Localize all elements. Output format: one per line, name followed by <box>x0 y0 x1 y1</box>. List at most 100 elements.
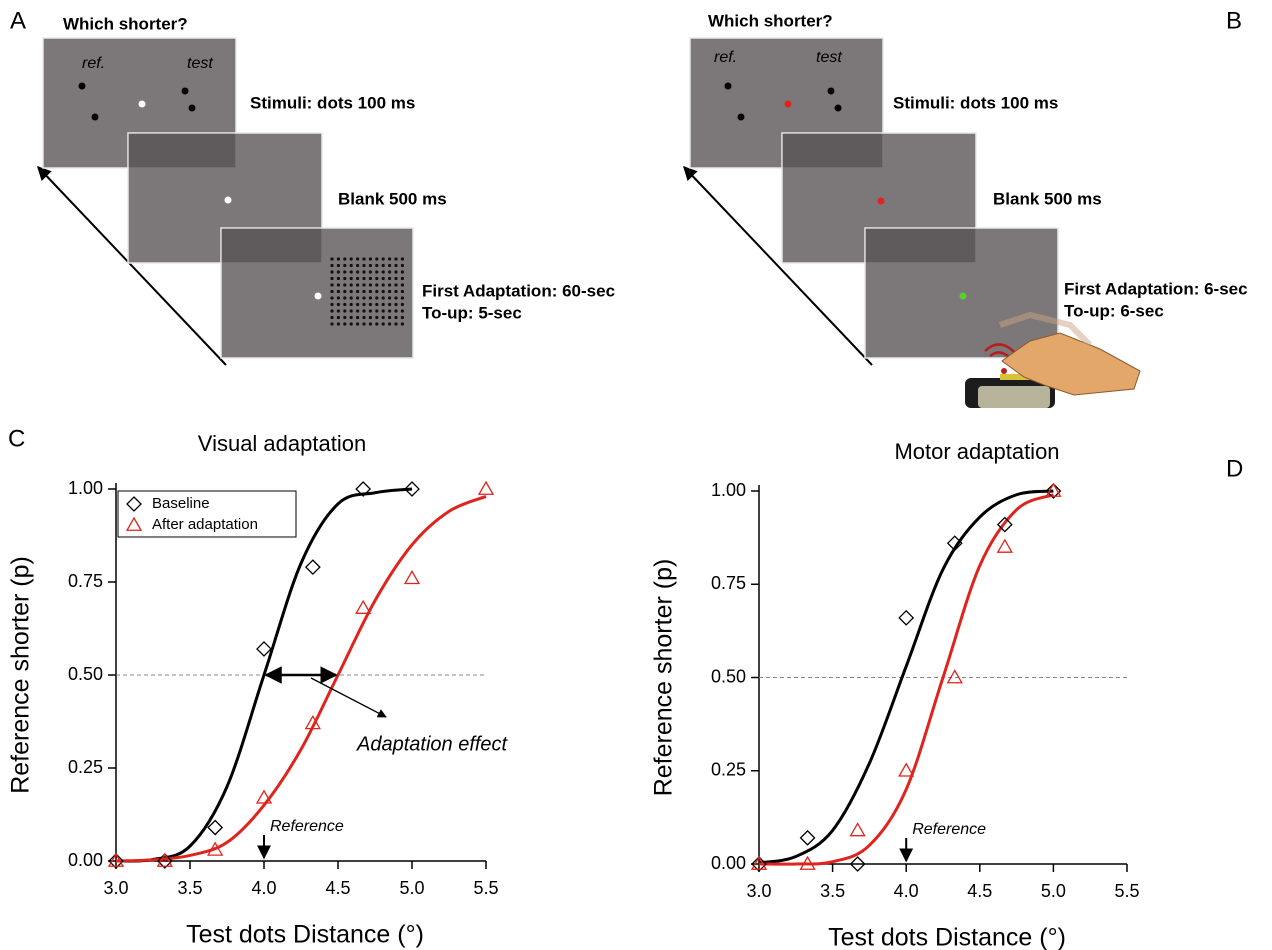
reference-label: Reference <box>912 821 986 838</box>
adaptor-dot <box>388 263 392 268</box>
adaptor-dot <box>375 296 379 300</box>
adaptor-dot <box>388 296 392 300</box>
adaptor-dot <box>336 309 340 313</box>
diamond-marker <box>751 856 767 872</box>
adaptor-dot <box>394 270 398 274</box>
legend-label: After adaptation <box>152 516 258 533</box>
adaptor-dot <box>349 257 353 261</box>
adaptor-dot <box>349 309 353 313</box>
adaptor-dot <box>368 322 372 326</box>
adaptor-dot <box>375 263 379 268</box>
question: Which shorter? <box>63 14 188 33</box>
y-tick-label: 0.50 <box>711 666 746 686</box>
dot <box>834 104 842 112</box>
y-tick-label: 0.00 <box>68 850 103 870</box>
adaptor-dot <box>394 315 398 320</box>
adaptor-dot <box>381 315 385 320</box>
adaptor-dot <box>381 257 385 261</box>
adaptor-dot <box>375 276 379 281</box>
adaptor-dot <box>330 296 334 300</box>
adaptor-dot <box>368 315 372 320</box>
adaptor-dot <box>394 322 398 326</box>
adaptor-dot <box>375 257 379 261</box>
adaptor-dot <box>394 296 398 300</box>
adaptor-dot <box>343 309 347 313</box>
adaptor-dot <box>400 276 404 281</box>
adaptor-dot <box>362 302 366 307</box>
adaptor-dot <box>356 302 360 307</box>
adaptor-dot <box>388 302 392 307</box>
adaptor-dot <box>388 276 392 281</box>
adaptor-dot <box>356 315 360 320</box>
x-axis-label: Test dots Distance (°) <box>186 921 424 949</box>
adaptor-dot <box>381 270 385 274</box>
y-axis-label: Reference shorter (p) <box>7 556 35 794</box>
adaptor-dot <box>400 257 404 261</box>
diagram-b: Which shorter? ref. test Stimuli: dots 1… <box>683 11 1248 408</box>
adaptor-dot <box>362 296 366 300</box>
y-tick-label: 1.00 <box>68 478 103 498</box>
chart-title: Visual adaptation <box>198 431 366 456</box>
topup-label: To-up: 6-sec <box>1064 301 1164 320</box>
triangle-marker <box>125 516 143 531</box>
triangle-marker <box>156 852 173 867</box>
y-tick-label: 0.75 <box>711 573 746 593</box>
adaptor-dot <box>375 270 379 274</box>
fit-curve <box>758 489 1054 865</box>
adaptor-dot <box>343 315 347 320</box>
blank-label: Blank 500 ms <box>338 189 447 208</box>
adaptor-dot <box>356 276 360 281</box>
fixation <box>784 100 792 108</box>
adaptor-dot <box>343 263 347 268</box>
adaptor-dot <box>336 283 340 287</box>
adaptor-dot <box>343 276 347 281</box>
x-tick-label: 3.0 <box>103 878 128 898</box>
triangle-marker <box>849 822 866 837</box>
x-tick-label: 5.0 <box>399 878 424 898</box>
y-tick-label: 0.50 <box>68 664 103 684</box>
adaptation-label: First Adaptation: 6-sec <box>1064 279 1248 298</box>
adaptor-dot <box>330 289 334 294</box>
adaptor-dot <box>400 322 404 326</box>
adaptor-dot <box>362 315 366 320</box>
hand-motion <box>999 311 1093 348</box>
adaptor-dot <box>343 257 347 261</box>
dot <box>78 82 86 90</box>
adaptor-dot <box>368 283 372 287</box>
stimuli-label: Stimuli: dots 100 ms <box>250 93 415 112</box>
triangle-marker <box>750 855 768 870</box>
x-tick-label: 3.0 <box>746 881 771 901</box>
chart: Motor adaptation Test dots Distance (°) Re… <box>650 439 1140 950</box>
x-tick-label: 4.5 <box>967 881 992 901</box>
adaptor-dot <box>356 283 360 287</box>
test-label: test <box>187 55 213 72</box>
adaptor-dot <box>388 289 392 294</box>
adaptor-dot <box>330 270 334 274</box>
fixation <box>224 196 232 204</box>
adaptor-dot <box>381 283 385 287</box>
x-tick-label: 4.0 <box>894 881 919 901</box>
legend-label: Baseline <box>152 495 210 512</box>
adaptor-dot <box>400 296 404 300</box>
adaptor-dot <box>375 322 379 326</box>
diagram-a: Which shorter? ref. test Stimuli: dots 1… <box>37 14 615 366</box>
triangle-marker <box>207 841 224 856</box>
adaptor-dot <box>381 322 385 326</box>
adaptor-dot <box>388 257 392 261</box>
question: Which shorter? <box>708 11 833 30</box>
adaptor-dot <box>400 315 404 320</box>
ref-label: ref. <box>714 49 737 66</box>
fixation <box>138 100 146 108</box>
adaptor-dot <box>349 315 353 320</box>
adaptor-dot <box>343 270 347 274</box>
x-axis-label: Test dots Distance (°) <box>828 924 1066 950</box>
adaptor-dot <box>336 276 340 281</box>
triangle-marker <box>403 569 421 585</box>
signal-dot <box>1001 368 1007 374</box>
adaptor-dot <box>400 270 404 274</box>
adaptor-dot <box>349 270 353 274</box>
triangle-marker <box>946 669 963 684</box>
adaptor-dot <box>388 315 392 320</box>
triangle-marker <box>1045 482 1062 497</box>
adaptor-dot <box>349 302 353 307</box>
